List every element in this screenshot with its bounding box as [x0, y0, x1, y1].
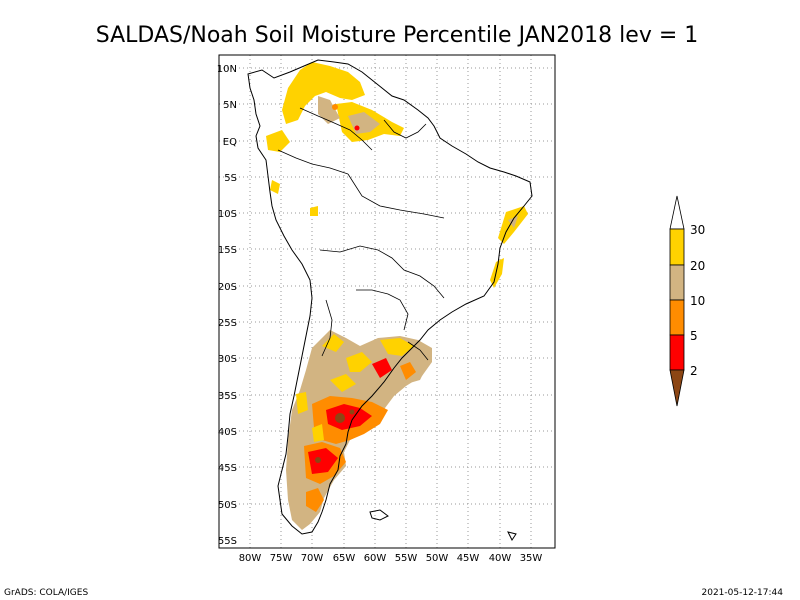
colorbar-band-5-10 — [669, 299, 685, 336]
coastlines — [247, 59, 533, 541]
colorbar-label: 2 — [690, 364, 698, 378]
colorbar-band-20-30 — [669, 228, 685, 266]
lat-tick-label: 10S — [218, 209, 237, 220]
lon-tick-labels: 80W 75W 70W 65W 60W 55W 50W 45W 40W 35W — [239, 553, 543, 564]
lon-tick-label: 60W — [364, 553, 387, 564]
lat-tick-label: 5N — [223, 100, 237, 111]
lat-tick-labels: 10N 5N EQ 5S 10S 15S 20S 25S 30S 35S 40S… — [217, 64, 237, 547]
lat-tick-label: 50S — [218, 500, 237, 511]
footer-credit: GrADS: COLA/IGES — [4, 588, 88, 598]
lon-tick-label: 55W — [395, 553, 418, 564]
lon-tick-label: 35W — [520, 553, 543, 564]
lat-tick-label: 35S — [218, 391, 237, 402]
lat-tick-label: 20S — [218, 282, 237, 293]
lon-tick-label: 75W — [270, 553, 293, 564]
colorbar-band-10-20 — [669, 264, 685, 301]
colorbar-label: 20 — [690, 259, 705, 273]
colorbar-label: 10 — [690, 294, 705, 308]
lon-tick-label: 80W — [239, 553, 262, 564]
lat-tick-label: EQ — [223, 137, 237, 148]
lon-tick-label: 45W — [457, 553, 480, 564]
map-title: SALDAS/Noah Soil Moisture Percentile JAN… — [96, 23, 699, 48]
colorbar-top-arrow — [669, 195, 685, 230]
lat-tick-label: 40S — [218, 427, 237, 438]
colorbar-bottom-arrow — [669, 369, 685, 407]
lat-tick-label: 55S — [218, 536, 237, 547]
lat-tick-label: 25S — [218, 318, 237, 329]
soil-moisture-shading — [266, 62, 528, 530]
plot-frame — [218, 54, 556, 549]
lat-tick-label: 5S — [224, 173, 237, 184]
colorbar: 30 20 10 5 2 — [669, 195, 705, 407]
lon-tick-label: 50W — [426, 553, 449, 564]
lat-tick-label: 10N — [217, 64, 237, 75]
lat-tick-label: 30S — [218, 354, 237, 365]
lat-tick-label: 15S — [218, 245, 237, 256]
lon-tick-label: 70W — [301, 553, 324, 564]
colorbar-band-2-5 — [669, 334, 685, 371]
colorbar-label: 5 — [690, 329, 698, 343]
lon-tick-label: 40W — [489, 553, 512, 564]
footer-timestamp: 2021-05-12-17:44 — [702, 588, 784, 598]
colorbar-label: 30 — [690, 223, 705, 237]
lon-tick-label: 65W — [333, 553, 356, 564]
lat-tick-label: 45S — [218, 463, 237, 474]
